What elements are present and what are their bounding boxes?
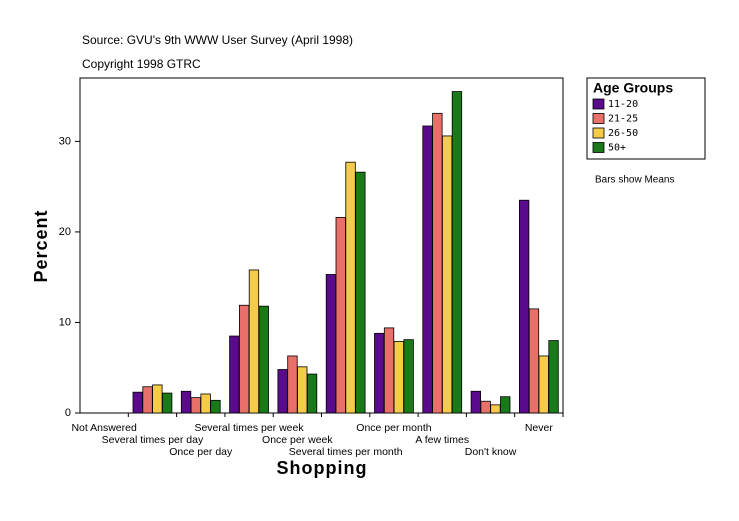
- bar: [500, 396, 511, 414]
- bar: [287, 355, 298, 414]
- bar: [258, 305, 269, 414]
- bar: [490, 404, 501, 414]
- bar: [248, 269, 260, 414]
- bar: [422, 125, 433, 414]
- bar: [538, 355, 549, 414]
- bar: [277, 369, 288, 414]
- bar: [355, 171, 366, 414]
- x-tick-label: Several times per day: [102, 434, 204, 446]
- x-tick-label: A few times: [415, 434, 469, 446]
- bar: [519, 199, 530, 414]
- bar: [480, 400, 491, 414]
- y-tick-label: 20: [59, 226, 71, 238]
- x-tick-label: Don't know: [465, 446, 517, 458]
- copyright: Copyright 1998 GTRC: [82, 57, 201, 71]
- x-tick-label: Once per day: [169, 446, 233, 458]
- bar: [548, 340, 559, 414]
- bar: [528, 308, 540, 414]
- legend-box: [586, 77, 706, 160]
- legend-swatch: [592, 98, 605, 110]
- bar: [297, 366, 308, 414]
- bar: [325, 274, 337, 414]
- bar: [451, 91, 463, 414]
- bar: [345, 161, 356, 414]
- note: Bars show Means: [595, 175, 674, 186]
- bar: [142, 386, 153, 414]
- source: Source: GVU's 9th WWW User Survey (April…: [82, 33, 353, 47]
- bar: [374, 332, 385, 414]
- bar: [200, 393, 211, 414]
- legend-label: 26-50: [608, 128, 638, 139]
- bar: [238, 304, 250, 414]
- bar: [306, 373, 318, 414]
- bar: [180, 390, 192, 414]
- x-tick-label: Not Answered: [71, 422, 137, 434]
- x-tick-label: Several times per week: [194, 422, 304, 434]
- y-tick-label: 30: [59, 135, 71, 147]
- bar: [393, 341, 405, 414]
- bar: [441, 135, 453, 414]
- legend-label: 50+: [608, 143, 626, 154]
- bar: [161, 392, 173, 414]
- y-tick-label: 10: [59, 316, 71, 328]
- bar: [152, 384, 163, 414]
- legend-swatch: [592, 127, 605, 139]
- legend-label: 11-20: [608, 99, 638, 110]
- bar: [190, 397, 202, 414]
- x-axis-title: Shopping: [277, 458, 368, 478]
- bar: [383, 327, 395, 414]
- y-axis-title: Percent: [31, 209, 51, 282]
- y-tick-label: 0: [65, 407, 71, 419]
- legend-swatch: [592, 113, 605, 124]
- x-tick-label: Never: [525, 422, 554, 434]
- x-tick-label: Once per week: [262, 434, 333, 446]
- bar: [132, 391, 143, 414]
- legend-label: 21-25: [608, 114, 638, 125]
- bar: [403, 339, 414, 414]
- bar: [229, 335, 240, 414]
- bar: [432, 112, 443, 414]
- legend-title: Age Groups: [593, 80, 673, 96]
- x-tick-label: Once per month: [356, 422, 431, 434]
- x-tick-label: Several times per month: [289, 446, 403, 458]
- legend-swatch: [592, 142, 605, 153]
- bar: [210, 399, 221, 414]
- bar: [470, 390, 482, 414]
- bar: [335, 217, 346, 414]
